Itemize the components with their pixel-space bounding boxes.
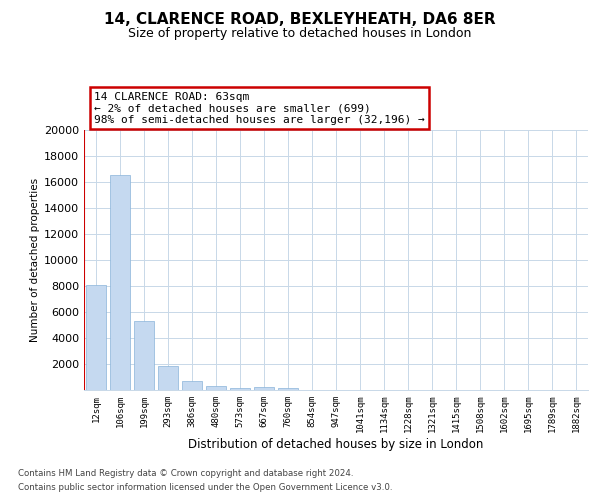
Bar — [230, 388, 250, 390]
Text: Contains HM Land Registry data © Crown copyright and database right 2024.: Contains HM Land Registry data © Crown c… — [18, 468, 353, 477]
Bar — [134, 321, 154, 390]
Bar — [110, 176, 130, 390]
Text: Contains public sector information licensed under the Open Government Licence v3: Contains public sector information licen… — [18, 484, 392, 492]
Bar — [206, 386, 226, 390]
Text: Size of property relative to detached houses in London: Size of property relative to detached ho… — [128, 28, 472, 40]
Bar — [158, 366, 178, 390]
Text: 14, CLARENCE ROAD, BEXLEYHEATH, DA6 8ER: 14, CLARENCE ROAD, BEXLEYHEATH, DA6 8ER — [104, 12, 496, 28]
X-axis label: Distribution of detached houses by size in London: Distribution of detached houses by size … — [188, 438, 484, 451]
Bar — [86, 284, 106, 390]
Text: 14 CLARENCE ROAD: 63sqm
← 2% of detached houses are smaller (699)
98% of semi-de: 14 CLARENCE ROAD: 63sqm ← 2% of detached… — [94, 92, 425, 125]
Bar — [254, 388, 274, 390]
Bar — [182, 381, 202, 390]
Y-axis label: Number of detached properties: Number of detached properties — [30, 178, 40, 342]
Bar — [278, 388, 298, 390]
